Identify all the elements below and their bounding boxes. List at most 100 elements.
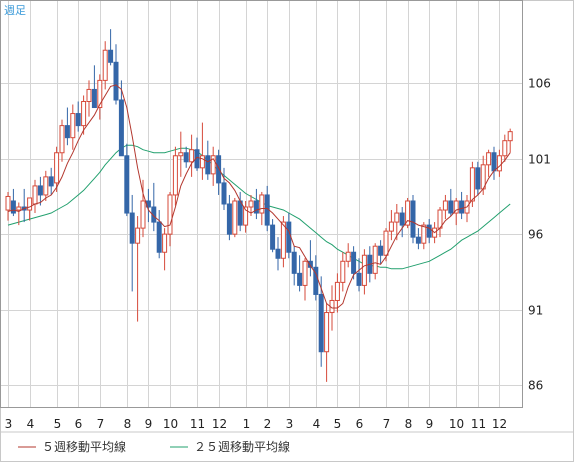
candle-body [334, 281, 340, 301]
candle-body [27, 197, 33, 211]
candle-body [135, 227, 141, 244]
candle-body [183, 152, 189, 163]
candle-body [405, 200, 411, 226]
y-axis-ticks: 86 91 96 101 106 [528, 77, 551, 393]
x-tick-label: 4 [313, 417, 321, 431]
x-tick-label: 10 [449, 417, 464, 431]
x-tick-label: 9 [426, 417, 434, 431]
candle-body [297, 272, 303, 286]
x-tick-label: 5 [54, 417, 62, 431]
candle-body [453, 200, 459, 214]
candle-body [221, 182, 227, 205]
y-tick-label: 106 [528, 77, 551, 91]
candle-body [383, 230, 389, 256]
candle-body [372, 245, 378, 274]
y-tick-label: 101 [528, 153, 551, 167]
candle-body [81, 100, 87, 127]
candle-body [475, 167, 481, 190]
candle-body [243, 206, 249, 226]
candle-body [91, 88, 97, 109]
candle-body [388, 221, 394, 232]
ma25-line [7, 144, 511, 270]
plot-border [0, 0, 523, 408]
candle-body [124, 155, 130, 214]
x-tick-label: 8 [124, 417, 132, 431]
y-tick-label: 96 [528, 228, 543, 242]
candle-body [291, 251, 297, 274]
candle-body [361, 254, 367, 286]
candle-body [259, 194, 265, 214]
candle-body [216, 155, 222, 184]
x-tick-label: 6 [75, 417, 83, 431]
candle-body [324, 312, 330, 353]
candle-body [205, 155, 211, 175]
candle-body [32, 185, 38, 205]
legend-ma5-label: ５週移動平均線 [42, 439, 126, 454]
candles [5, 29, 513, 382]
x-tick-label: 5 [334, 417, 342, 431]
candle-body [502, 140, 508, 157]
candle-body [86, 88, 92, 102]
candle-body [507, 131, 513, 142]
candle-body [70, 113, 76, 139]
x-tick-label: 8 [405, 417, 413, 431]
candle-body [43, 176, 49, 196]
candle-body [140, 200, 146, 229]
candle-body [5, 195, 11, 211]
x-tick-label: 7 [383, 417, 391, 431]
candle-body [318, 293, 324, 353]
candle-body [16, 206, 22, 211]
candle-body [102, 49, 108, 81]
candle-body [313, 266, 319, 295]
candle-body [210, 155, 216, 175]
x-tick-label: 4 [27, 417, 35, 431]
candle-body [162, 233, 168, 253]
candle-body [270, 224, 276, 250]
ma5-series [7, 84, 511, 309]
candle-body [378, 245, 384, 256]
x-tick-label: 6 [356, 417, 364, 431]
candle-body [248, 200, 254, 208]
candle-body [410, 200, 416, 238]
candle-body [75, 113, 81, 127]
candle-body [97, 79, 103, 109]
candle-body [172, 155, 178, 196]
candle-body [189, 149, 195, 163]
candle-body [129, 212, 135, 244]
candle-body [199, 155, 205, 169]
candle-body [54, 152, 60, 184]
x-tick-label: 11 [190, 417, 205, 431]
candle-body [415, 236, 421, 244]
x-tick-label: 12 [212, 417, 227, 431]
candle-body [399, 212, 405, 226]
candle-body [340, 260, 346, 283]
period-label: 週足 [4, 4, 26, 17]
candle-body [237, 200, 243, 226]
candle-body [232, 200, 238, 235]
x-tick-label: 7 [97, 417, 105, 431]
candle-body [426, 224, 432, 238]
candle-body [280, 221, 286, 259]
candle-body [302, 260, 308, 286]
candle-body [459, 200, 465, 214]
x-axis-ticks: 3 4 5 6 7 8 9 10 11 12 1 2 3 4 5 6 7 8 9 10 11 12 [5, 417, 507, 431]
ma5-line [7, 84, 511, 309]
candle-body [226, 203, 232, 235]
candle-body [108, 49, 114, 63]
candle-body [167, 194, 173, 235]
candle-body [345, 251, 351, 262]
candle-body [421, 224, 427, 244]
x-tick-label: 3 [286, 417, 294, 431]
candle-body [356, 272, 362, 286]
candle-body [118, 99, 124, 157]
candle-body [307, 260, 313, 268]
candle-body [394, 212, 400, 223]
x-tick-label: 12 [492, 417, 507, 431]
candle-body [275, 248, 281, 259]
candle-body [469, 167, 475, 202]
ma25-series [7, 144, 511, 270]
candle-body [286, 221, 292, 253]
candle-body [113, 61, 119, 101]
legend-ma25-label: ２５週移動平均線 [194, 439, 290, 454]
